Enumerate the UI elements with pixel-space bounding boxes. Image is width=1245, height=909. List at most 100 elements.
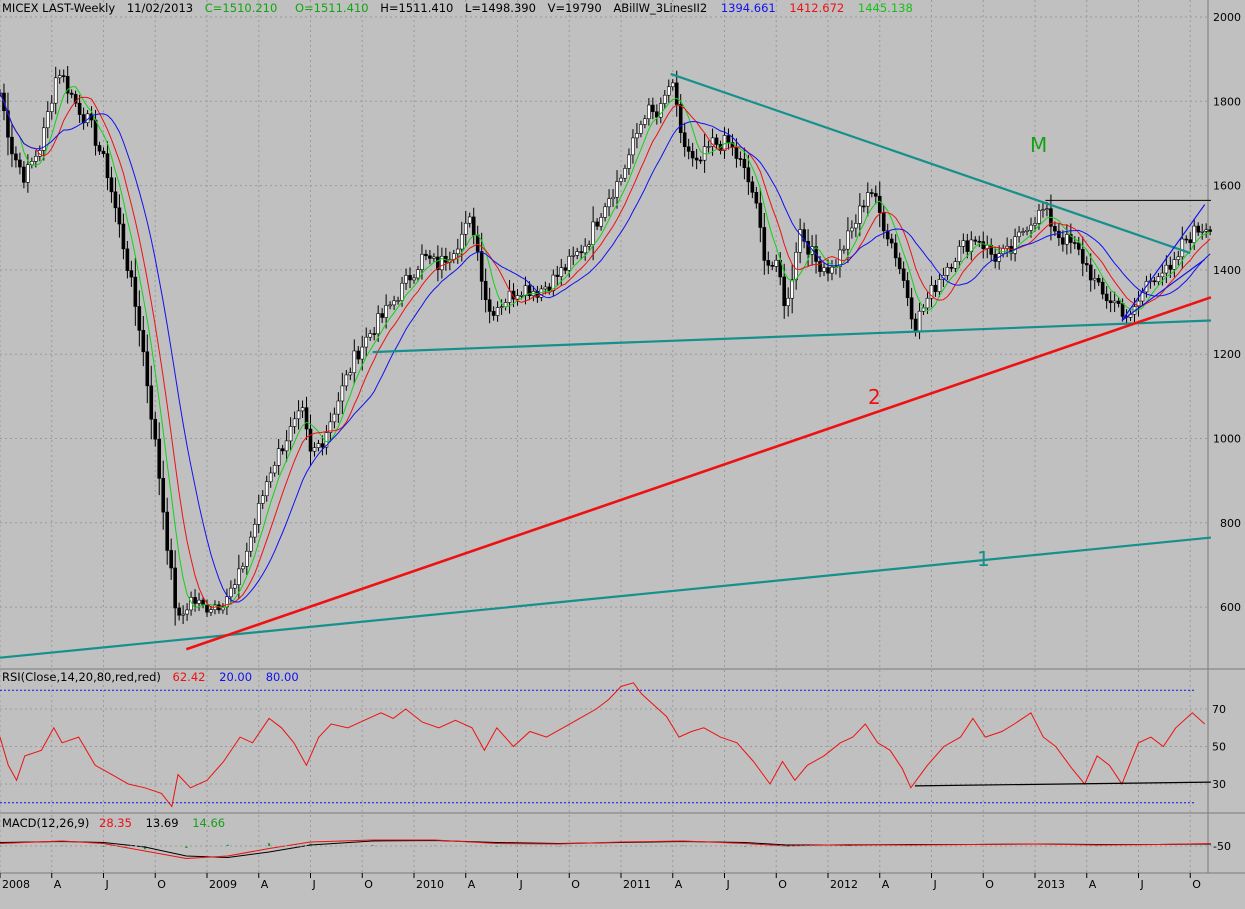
- candle-body: [1033, 223, 1037, 226]
- trendline-line-2: [185, 296, 1212, 651]
- candle-body: [153, 418, 158, 440]
- candle-body: [1061, 237, 1065, 245]
- candle-body: [316, 443, 321, 448]
- candle-body: [977, 240, 982, 243]
- candle-body: [491, 311, 496, 316]
- candle-body: [937, 279, 942, 292]
- x-tick-label: A: [675, 878, 683, 891]
- candle-body: [73, 94, 78, 104]
- candle-body: [1192, 225, 1197, 243]
- candle-body: [495, 307, 500, 316]
- candle-body: [22, 166, 26, 183]
- candle-body: [826, 267, 830, 274]
- rsi-label: RSI(Close,14,20,80,red,red): [2, 670, 161, 684]
- macd-signal-value: 13.69: [146, 816, 179, 830]
- candle-body: [893, 242, 898, 259]
- candle-body: [1017, 231, 1021, 238]
- candle-body: [280, 448, 285, 452]
- candle-body: [1021, 231, 1025, 233]
- candle-body: [981, 241, 986, 249]
- candle-body: [1184, 238, 1189, 241]
- candle-body: [515, 295, 520, 300]
- candle-body: [185, 609, 189, 615]
- candle-body: [1188, 239, 1193, 243]
- candle-body: [49, 102, 54, 112]
- rsi-tick-label: 50: [1212, 741, 1226, 754]
- macd-layer: [0, 839, 1212, 860]
- candle-body: [754, 192, 759, 204]
- candle-body: [97, 145, 102, 152]
- x-tick-label: A: [882, 878, 890, 891]
- indicator-red-value: 1412.672: [789, 1, 844, 15]
- candle-body: [822, 267, 826, 272]
- candle-body: [925, 297, 930, 309]
- candle-body: [670, 82, 675, 88]
- candle-body: [117, 207, 122, 225]
- candle-body: [850, 227, 854, 232]
- candle-body: [909, 297, 914, 320]
- candle-body: [1180, 238, 1185, 258]
- candle-body: [177, 607, 181, 616]
- candle-body: [65, 76, 70, 94]
- price-tick-label: 2000: [1213, 11, 1241, 24]
- x-tick-label: 2009: [209, 878, 237, 891]
- ma-red-line: [0, 92, 1211, 608]
- candle-body: [57, 75, 62, 79]
- price-header: MICEX LAST-Weekly 11/02/2013 C=1510.210 …: [2, 1, 913, 15]
- candle-body: [149, 385, 154, 420]
- x-tick-label: 2013: [1037, 878, 1065, 891]
- candle-body: [726, 135, 731, 143]
- candle-body: [308, 428, 313, 452]
- candle-body: [1156, 276, 1161, 283]
- candle-body: [842, 248, 846, 251]
- candle-body: [682, 132, 687, 148]
- candle-body: [750, 181, 755, 193]
- candle-body: [41, 127, 46, 151]
- candle-body: [18, 159, 22, 168]
- candle-body: [965, 240, 970, 252]
- candle-body: [567, 256, 572, 271]
- candle-body: [61, 75, 66, 77]
- volume-value: V=19790: [548, 1, 602, 15]
- candle-body: [877, 195, 882, 213]
- candle-body: [639, 124, 643, 134]
- candle-body: [288, 426, 293, 442]
- candle-body: [869, 192, 874, 194]
- candle-body: [364, 336, 369, 348]
- candle-body: [193, 597, 197, 604]
- rsi-layer: [0, 682, 1211, 808]
- candle-body: [579, 251, 583, 254]
- candle-body: [479, 251, 484, 282]
- low-value: L=1498.390: [465, 1, 536, 15]
- candle-body: [1196, 225, 1201, 233]
- candle-body: [320, 443, 325, 448]
- x-tick-label: O: [985, 878, 994, 891]
- candle-body: [1172, 259, 1177, 270]
- candle-body: [475, 234, 480, 252]
- candle-body: [786, 297, 790, 307]
- candle-body: [424, 253, 428, 257]
- candle-body: [432, 256, 436, 259]
- candle-body: [770, 264, 775, 267]
- indicator-green-value: 1445.138: [858, 1, 913, 15]
- candle-body: [706, 146, 711, 148]
- macd-hist-value: 14.66: [192, 816, 225, 830]
- date-label: 11/02/2013: [127, 1, 193, 15]
- candle-body: [241, 566, 245, 570]
- candle-body: [1076, 242, 1081, 250]
- candle-body: [973, 239, 978, 242]
- candle-body: [1069, 234, 1073, 243]
- candle-body: [1053, 226, 1057, 232]
- price-tick-label: 600: [1220, 601, 1241, 614]
- indicator-blue-value: 1394.661: [721, 1, 776, 15]
- candle-body: [790, 279, 794, 299]
- candle-body: [388, 304, 392, 307]
- candle-body: [655, 111, 659, 118]
- candle-body: [332, 413, 337, 423]
- x-tick-label: J: [1140, 878, 1144, 891]
- candle-body: [420, 253, 424, 270]
- candle-body: [173, 567, 177, 609]
- candle-body: [416, 269, 420, 279]
- candle-body: [296, 410, 301, 420]
- candle-body: [1136, 300, 1141, 307]
